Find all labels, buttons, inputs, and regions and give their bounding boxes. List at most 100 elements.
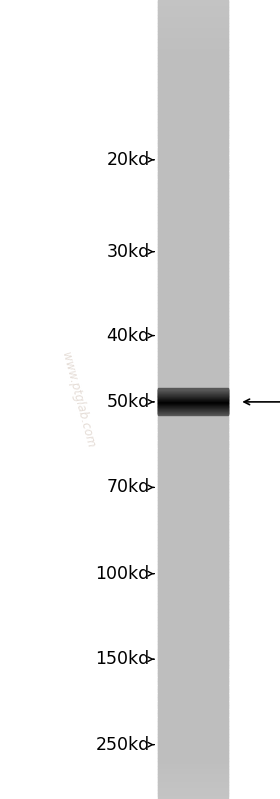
Bar <box>158 137 228 141</box>
Bar <box>158 736 228 741</box>
Bar <box>158 478 228 482</box>
Bar <box>158 113 228 117</box>
Bar <box>158 348 228 352</box>
Bar <box>158 627 228 631</box>
Bar <box>158 344 228 349</box>
Bar <box>158 60 228 64</box>
Bar <box>158 542 228 546</box>
Bar <box>158 614 228 618</box>
Text: 20kd: 20kd <box>107 151 150 169</box>
Bar <box>158 276 228 280</box>
Bar <box>158 752 228 757</box>
Bar <box>158 651 228 655</box>
Bar <box>158 390 228 394</box>
Bar <box>158 496 228 501</box>
Bar <box>158 304 228 309</box>
Bar <box>158 390 228 392</box>
Bar <box>158 787 228 791</box>
Bar <box>158 70 228 74</box>
Bar <box>158 550 228 554</box>
Bar <box>158 480 228 485</box>
Bar <box>158 763 228 767</box>
Bar <box>158 504 228 509</box>
Bar <box>158 30 228 34</box>
Bar <box>158 414 228 418</box>
Bar <box>158 408 228 413</box>
Bar <box>158 214 228 218</box>
Bar <box>158 464 228 469</box>
Bar <box>158 528 228 533</box>
Bar <box>158 360 228 365</box>
Bar <box>158 411 228 413</box>
Bar <box>158 284 228 288</box>
Bar <box>158 1 228 6</box>
Bar <box>158 41 228 46</box>
Bar <box>158 747 228 751</box>
Bar <box>158 718 228 721</box>
Bar <box>158 6 228 10</box>
Bar <box>158 177 228 181</box>
Bar <box>158 405 228 406</box>
Bar <box>158 795 228 799</box>
Bar <box>158 454 228 458</box>
Bar <box>158 406 228 410</box>
Bar <box>158 723 228 727</box>
Bar <box>158 300 228 304</box>
Bar <box>158 515 228 519</box>
Bar <box>158 316 228 320</box>
Bar <box>158 600 228 605</box>
Bar <box>158 142 228 146</box>
Bar <box>158 9 228 14</box>
Bar <box>158 534 228 538</box>
Bar <box>158 398 228 399</box>
Bar <box>158 491 228 495</box>
Bar <box>158 17 228 22</box>
Bar <box>158 268 228 272</box>
Bar <box>158 366 228 370</box>
Bar <box>158 419 228 423</box>
Bar <box>158 105 228 109</box>
Bar <box>158 100 228 104</box>
Bar <box>158 206 228 210</box>
Bar <box>158 132 228 136</box>
Bar <box>158 598 228 602</box>
Bar <box>158 680 228 685</box>
Bar <box>158 699 228 703</box>
Bar <box>158 396 228 398</box>
Bar <box>158 94 228 98</box>
Bar <box>158 424 228 429</box>
Bar <box>158 606 228 610</box>
Bar <box>158 324 228 328</box>
Bar <box>158 57 228 62</box>
Bar <box>158 350 228 354</box>
Bar <box>158 576 228 581</box>
Bar <box>158 715 228 719</box>
Bar <box>158 413 228 415</box>
Bar <box>158 413 228 414</box>
Bar <box>158 392 228 393</box>
Bar <box>158 110 228 114</box>
Bar <box>158 632 228 637</box>
Bar <box>158 121 228 125</box>
Bar <box>158 310 228 314</box>
Bar <box>158 760 228 765</box>
Bar <box>158 648 228 653</box>
Bar <box>158 308 228 312</box>
Bar <box>158 382 228 386</box>
Bar <box>158 89 228 93</box>
Text: 100kd: 100kd <box>95 565 150 582</box>
Bar <box>158 539 228 543</box>
Bar <box>158 254 228 258</box>
Bar <box>158 320 228 325</box>
Bar <box>158 196 228 200</box>
Bar <box>158 510 228 514</box>
Bar <box>158 710 228 714</box>
Bar <box>158 180 228 184</box>
Bar <box>158 403 228 407</box>
Bar <box>158 571 228 575</box>
Bar <box>158 696 228 701</box>
Bar <box>158 286 228 290</box>
Bar <box>158 694 228 698</box>
Bar <box>158 440 228 445</box>
Bar <box>158 702 228 706</box>
